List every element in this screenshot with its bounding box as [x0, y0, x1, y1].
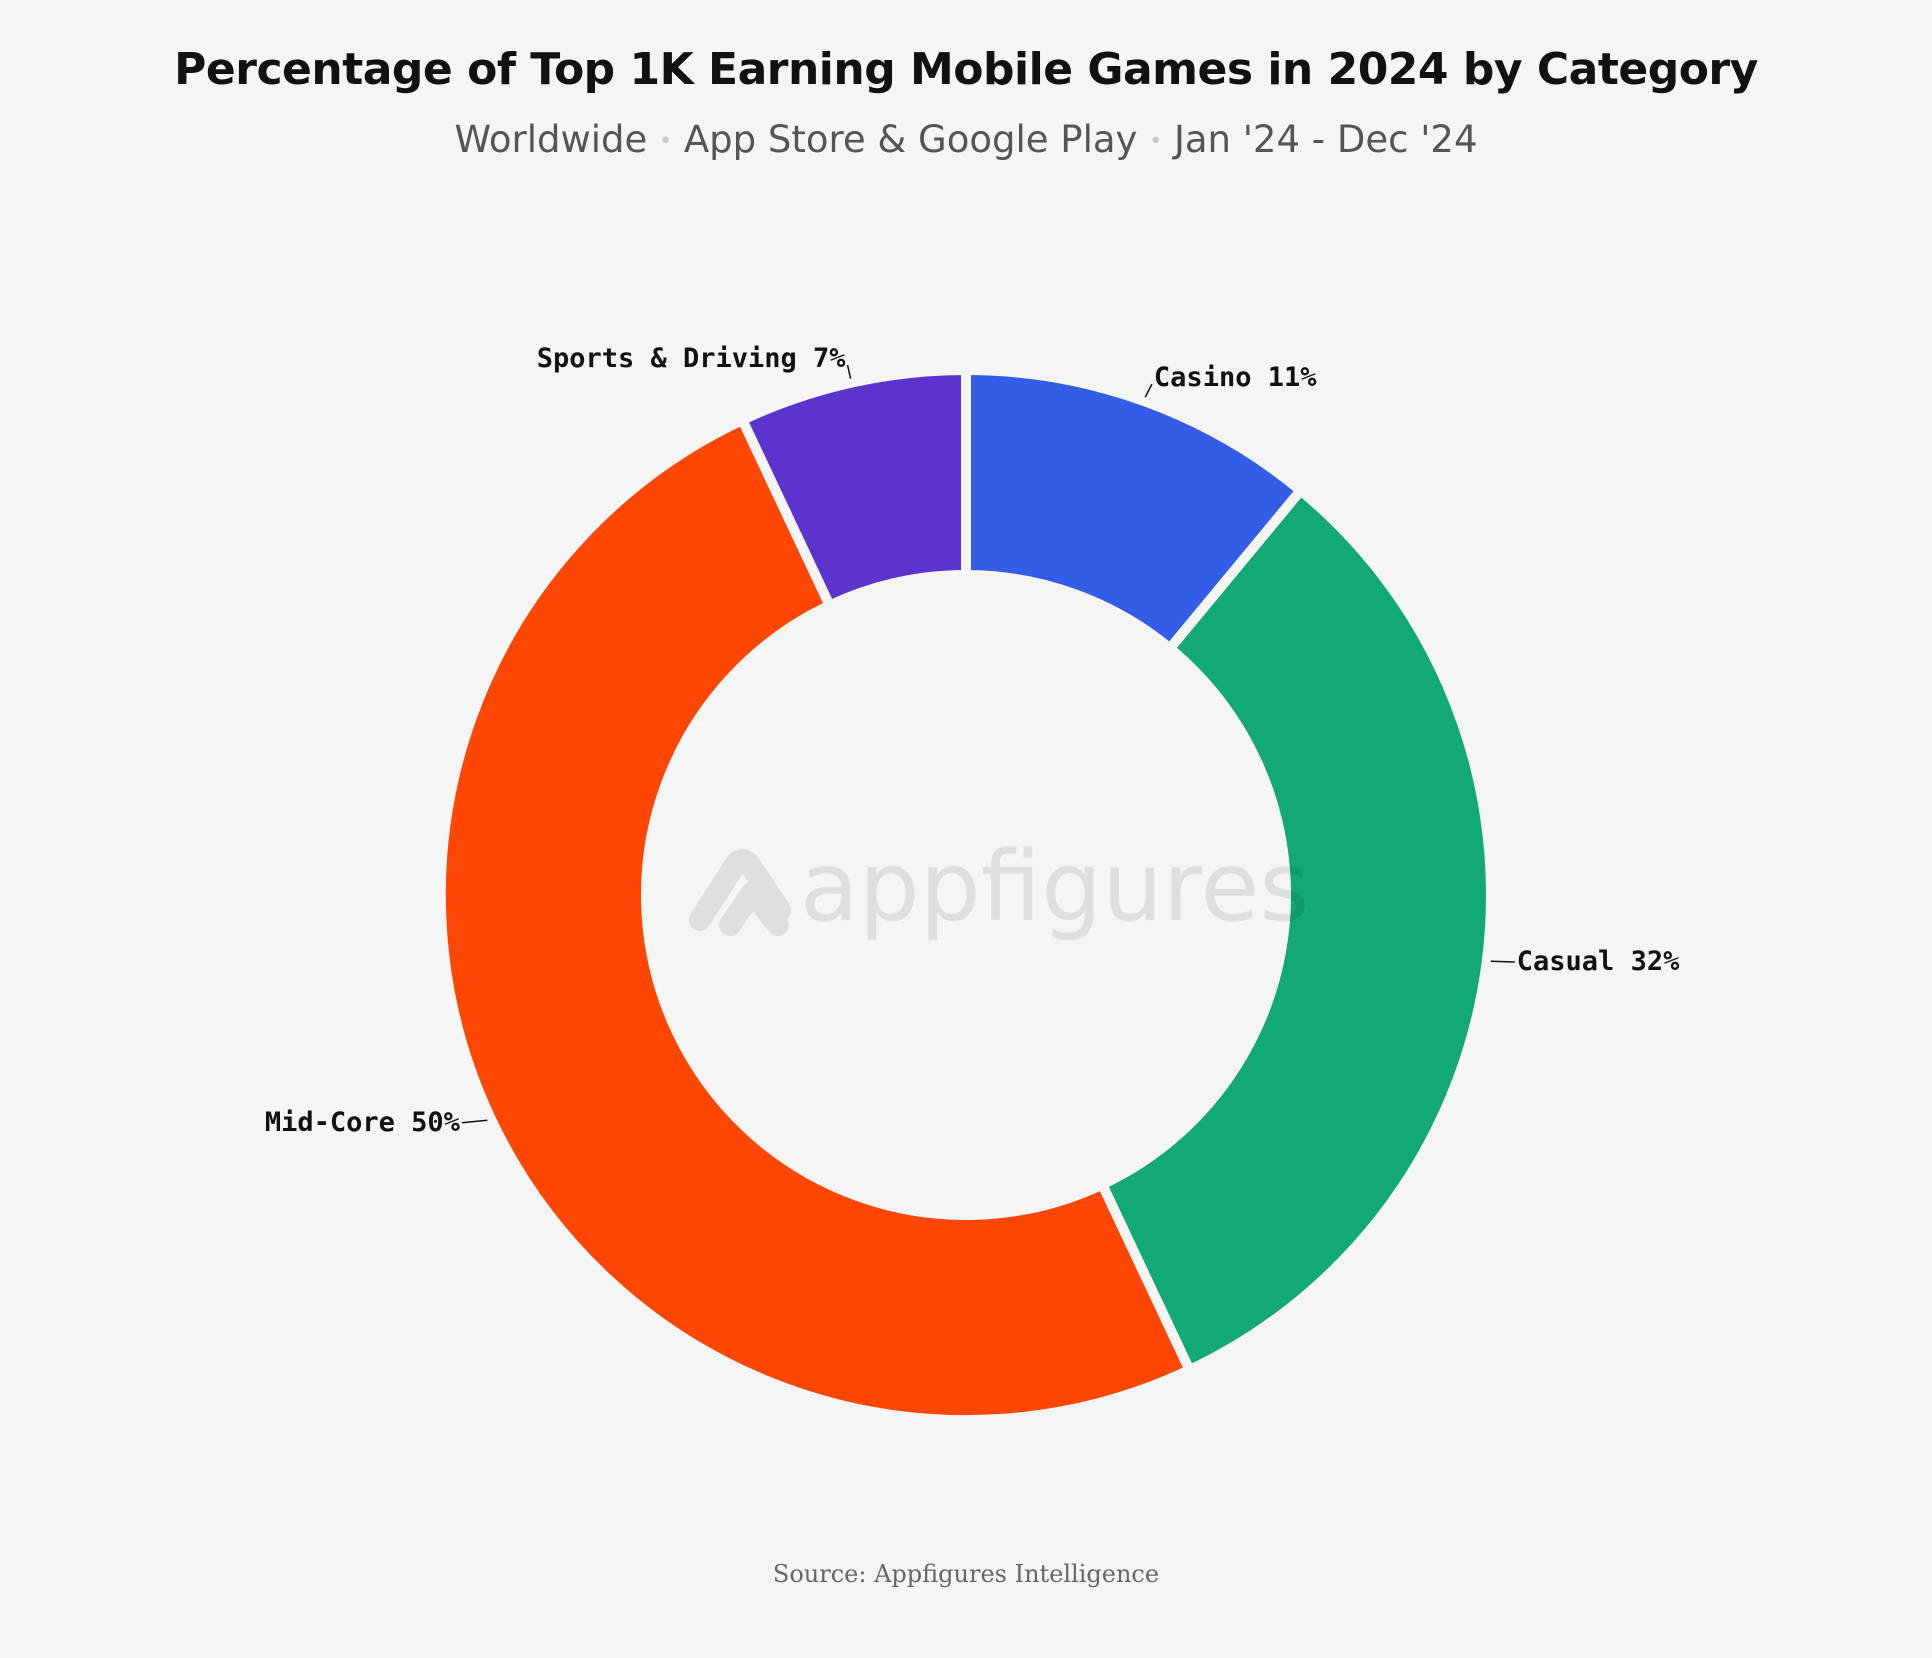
leader-line	[846, 364, 852, 379]
subtitle-stores: App Store & Google Play	[683, 118, 1138, 161]
slice-labels: Casino 11% Casual 32% Mid-Core 50% Sports &…	[265, 343, 1680, 1138]
subtitle-separator: •	[1149, 129, 1163, 154]
subtitle-separator: •	[659, 129, 673, 154]
chart-subtitle: Worldwide • App Store & Google Play • Ja…	[0, 118, 1932, 161]
chart-source: Source: Appfigures Intelligence	[772, 1560, 1160, 1588]
slice-casual	[1095, 483, 1496, 1377]
slice-mid-core	[441, 420, 1190, 1420]
appfigures-logo-icon	[689, 849, 791, 936]
leader-line	[461, 1119, 488, 1124]
subtitle-region: Worldwide	[454, 118, 648, 161]
slice-label: Casual 32%	[1517, 946, 1680, 977]
slice-label: Casino 11%	[1154, 362, 1317, 393]
leader-line	[1144, 383, 1153, 398]
donut-slices	[441, 364, 1496, 1420]
slice-label: Mid-Core 50%	[265, 1107, 461, 1138]
slice-sports-driving	[735, 364, 971, 613]
watermark-text: appfigures	[800, 831, 1309, 943]
watermark: appfigures	[689, 831, 1309, 943]
subtitle-date-range: Jan '24 - Dec '24	[1173, 118, 1478, 161]
slice-label: Sports & Driving 7%	[537, 343, 847, 374]
slice-casino	[961, 364, 1308, 656]
leader-line	[1490, 960, 1515, 963]
chart-title: Percentage of Top 1K Earning Mobile Game…	[174, 44, 1758, 95]
